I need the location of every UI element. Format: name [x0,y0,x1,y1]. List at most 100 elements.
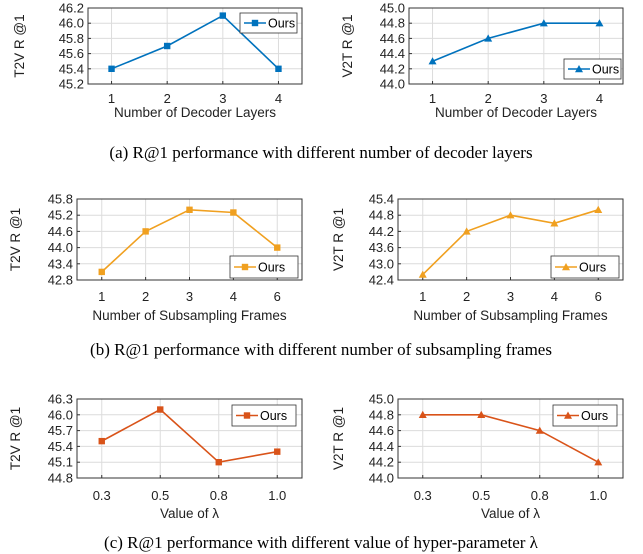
axes-frame [397,398,624,479]
ytick-label: 44.4 [369,439,394,454]
legend-label: Ours [581,409,608,423]
data-point [215,459,222,466]
legend-box [239,12,298,34]
y-axis-label: T2V R @1 [8,407,23,470]
series-line [422,413,599,463]
xtick-label: 4 [230,289,237,304]
series-line [101,408,278,464]
ytick-label: 46.2 [59,1,84,16]
ytick-label: 46.3 [48,392,73,407]
xtick-label: 2 [463,289,470,304]
chart-b-left: 42.8 43.444.044.645.245.8 1 2 3 4 6 Number of S… [8,192,303,323]
ytick-label: 44.6 [48,224,73,239]
legend-label: Ours [592,63,619,77]
legend-marker [241,263,249,271]
xtick-label: 1.0 [268,488,286,503]
caption-b: (b) R@1 performance with different numbe… [90,340,552,359]
ytick-label: 43.0 [369,256,394,271]
data-point [230,209,237,216]
caption-a: (a) R@1 performance with different numbe… [109,143,532,162]
data-point [550,219,559,227]
axes-frame [76,198,303,281]
data-point [219,12,227,19]
ytick-label: 45.4 [48,439,73,454]
data-point [594,458,603,466]
ytick-label: 44.8 [369,407,394,422]
ytick-label: 46.0 [59,16,84,31]
ytick-label: 45.6 [59,46,84,61]
data-point [484,34,493,42]
series-line [432,22,600,62]
ytick-label: 45.4 [59,61,84,76]
data-point [163,42,171,50]
legend: Ours [552,404,618,427]
data-point [274,244,281,251]
legend-label: Ours [268,17,295,31]
xtick-label: 2 [142,289,149,304]
ytick-label: 45.7 [48,423,73,438]
y-axis-label: V2T R @1 [331,407,346,470]
ytick-label: 45.4 [369,192,394,207]
data-point [535,426,544,434]
x-axis-label: Number of Subsampling Frames [413,308,608,323]
ytick-label: 42.8 [48,273,73,288]
ytick-label: 45.1 [48,455,73,470]
xtick-label: 1.0 [589,488,607,503]
xtick-label: 1 [98,289,105,304]
x-axis-label: Value of λ [481,506,540,521]
ytick-label: 44.2 [369,224,394,239]
ytick-label: 46.0 [48,407,73,422]
legend: Ours [550,255,620,279]
ytick-label: 45.8 [59,31,84,46]
ytick-label: 44.2 [369,455,394,470]
ytick-label: 43.6 [369,240,394,255]
data-point [462,227,471,235]
xtick-label: 4 [596,91,603,106]
xtick-label: 1 [419,289,426,304]
ytick-label: 44.2 [380,61,405,76]
legend-label: Ours [258,261,285,275]
xtick-label: 0.5 [151,488,169,503]
xtick-label: 0.3 [93,488,111,503]
legend: Ours [563,58,622,80]
data-point [108,65,115,72]
data-point [418,410,427,418]
series-line [111,14,280,70]
legend: Ours [229,255,299,279]
xtick-label: 2 [164,91,171,106]
xtick-label: 3 [186,289,193,304]
data-point [506,211,515,219]
legend-box [550,255,620,279]
legend-box [231,404,297,427]
legend: Ours [231,404,297,427]
legend-marker [251,19,259,27]
chart-c-left: 44.845.145.445.746.046.3 0.3 0.5 0.8 1.0 Valu… [8,392,303,521]
x-axis-label: Number of Decoder Layers [114,105,276,120]
ytick-label: 43.4 [48,256,73,271]
ytick-label: 44.6 [380,31,405,46]
x-axis-label: Value of λ [160,506,219,521]
legend-marker [562,263,570,271]
ytick-label: 44.8 [380,16,405,31]
axes-frame [408,7,624,85]
xtick-label: 6 [274,289,281,304]
ytick-label: 44.0 [48,240,73,255]
data-point [594,205,603,213]
data-point [98,437,105,445]
xtick-label: 0.8 [210,488,228,503]
ytick-label: 44.4 [380,46,405,61]
legend-marker [243,412,251,419]
y-axis-label: V2T R @1 [340,15,355,78]
ytick-label: 42.4 [369,273,394,288]
ytick-label: 44.0 [380,77,405,92]
ytick-label: 45.2 [48,208,73,223]
xtick-label: 0.5 [472,488,490,503]
ytick-label: 44.6 [369,423,394,438]
ytick-label: 45.2 [59,77,84,92]
xtick-label: 3 [219,91,226,106]
xtick-label: 1 [429,91,436,106]
chart-b-right: 42.4 43.043.644.244.845.4 1 2 3 4 6 Number of S… [331,192,624,323]
legend-box [563,58,622,80]
